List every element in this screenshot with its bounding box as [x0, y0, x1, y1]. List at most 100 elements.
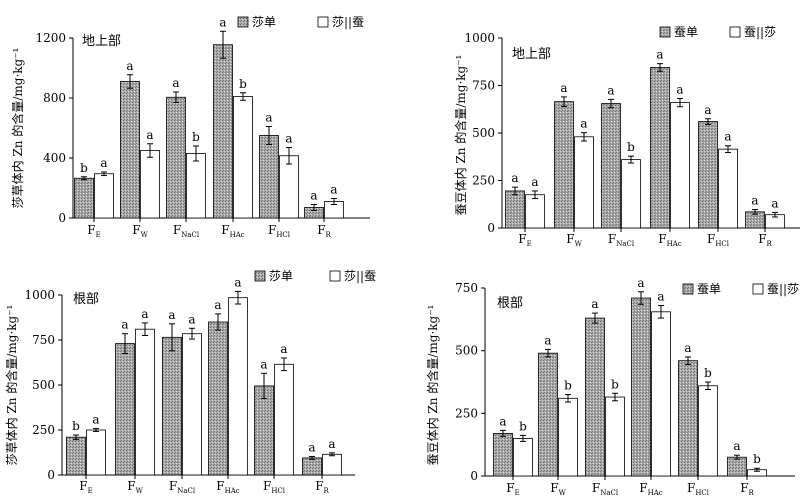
bar [678, 360, 698, 477]
y-tick-label: 1000 [24, 288, 55, 302]
x-tick-label: FE [518, 232, 531, 248]
significance-label: a [751, 194, 758, 208]
significance-label: a [724, 130, 731, 144]
significance-label: b [611, 377, 619, 391]
x-tick-label: FHCl [707, 232, 730, 248]
panel-label: 根部 [73, 292, 99, 307]
y-tick-label: 250 [455, 406, 478, 420]
significance-label: a [676, 82, 683, 96]
significance-label: a [607, 83, 614, 97]
legend-swatch [329, 270, 341, 282]
x-tick-label: FR [317, 223, 331, 239]
legend-label: 蚕单 [697, 282, 721, 296]
x-tick-label: FE [87, 223, 100, 239]
bar [727, 456, 747, 477]
significance-label: a [733, 439, 740, 453]
legend-swatch [237, 16, 249, 28]
significance-label: a [531, 175, 538, 189]
bar [86, 429, 106, 476]
significance-label: a [657, 290, 664, 304]
y-axis-label: 莎草体内 Zn 的含量/mg·kg⁻¹ [10, 48, 25, 209]
significance-label: a [100, 156, 107, 170]
y-axis-label: 蚕豆体内 Zn 的含量/mg·kg⁻¹ [425, 305, 440, 466]
bar [186, 153, 206, 219]
bar [631, 297, 651, 477]
y-tick-label: 250 [472, 174, 495, 188]
significance-label: a [637, 276, 644, 290]
bar [115, 343, 135, 476]
bar [554, 101, 574, 229]
significance-label: b [704, 366, 712, 380]
y-tick-label: 500 [455, 344, 478, 358]
significance-label: a [560, 81, 567, 95]
bar [66, 436, 86, 476]
x-tick-label: FW [127, 479, 143, 495]
legend-swatch [254, 270, 266, 282]
x-tick-label: FHAc [658, 232, 681, 248]
bar [493, 432, 513, 477]
x-tick-label: FE [79, 479, 92, 495]
panel-label: 地上部 [82, 34, 121, 49]
significance-label: b [239, 77, 247, 91]
y-tick-label: 800 [43, 91, 66, 105]
significance-label: a [214, 298, 221, 312]
bar [558, 397, 578, 477]
legend-swatch [682, 283, 694, 295]
significance-label: a [704, 103, 711, 117]
legend-swatch [752, 283, 764, 295]
x-tick-label: FNaCl [608, 232, 635, 248]
bar [621, 159, 641, 229]
y-tick-label: 250 [32, 423, 55, 437]
significance-label: a [544, 333, 551, 347]
bar [698, 121, 718, 229]
bar [585, 317, 605, 477]
significance-label: a [168, 308, 175, 322]
x-tick-label: FHCl [687, 481, 710, 497]
bar [574, 136, 594, 229]
y-tick-label: 0 [487, 221, 495, 235]
bar [254, 385, 274, 476]
significance-label: b [72, 419, 80, 433]
y-tick-label: 500 [32, 378, 55, 392]
y-axis-label: 蚕豆体内 Zn 的含量/mg·kg⁻¹ [453, 55, 468, 216]
x-tick-label: FHAc [216, 479, 239, 495]
x-tick-label: FW [566, 232, 582, 248]
y-axis-label: 莎草体内 Zn 的含量/mg·kg⁻¹ [4, 305, 19, 466]
bar [94, 173, 114, 219]
bar [213, 44, 233, 219]
x-tick-label: FR [315, 479, 329, 495]
significance-label: a [280, 342, 287, 356]
significance-label: b [627, 140, 635, 154]
bar [650, 67, 670, 229]
significance-label: a [234, 275, 241, 289]
x-tick-label: FR [740, 481, 754, 497]
x-tick-label: FHCl [268, 223, 291, 239]
bar [135, 328, 155, 476]
x-tick-label: FW [550, 481, 566, 497]
x-tick-label: FHAc [221, 223, 244, 239]
y-tick-label: 500 [472, 126, 495, 140]
bar [279, 155, 299, 219]
significance-label: a [684, 341, 691, 355]
y-tick-label: 1000 [464, 31, 495, 45]
significance-label: a [310, 189, 317, 203]
significance-label: a [308, 440, 315, 454]
bar [698, 385, 718, 477]
significance-label: a [260, 357, 267, 371]
y-tick-label: 400 [43, 151, 66, 165]
bar [182, 333, 202, 476]
y-tick-label: 0 [58, 211, 66, 225]
significance-label: a [511, 171, 518, 185]
bar [525, 194, 545, 229]
significance-label: a [219, 15, 226, 29]
legend-label: 莎||蚕 [332, 15, 364, 29]
legend-label: 蚕||莎 [744, 25, 776, 39]
bar [162, 336, 182, 476]
significance-label: a [188, 312, 195, 326]
legend-swatch [729, 26, 741, 38]
